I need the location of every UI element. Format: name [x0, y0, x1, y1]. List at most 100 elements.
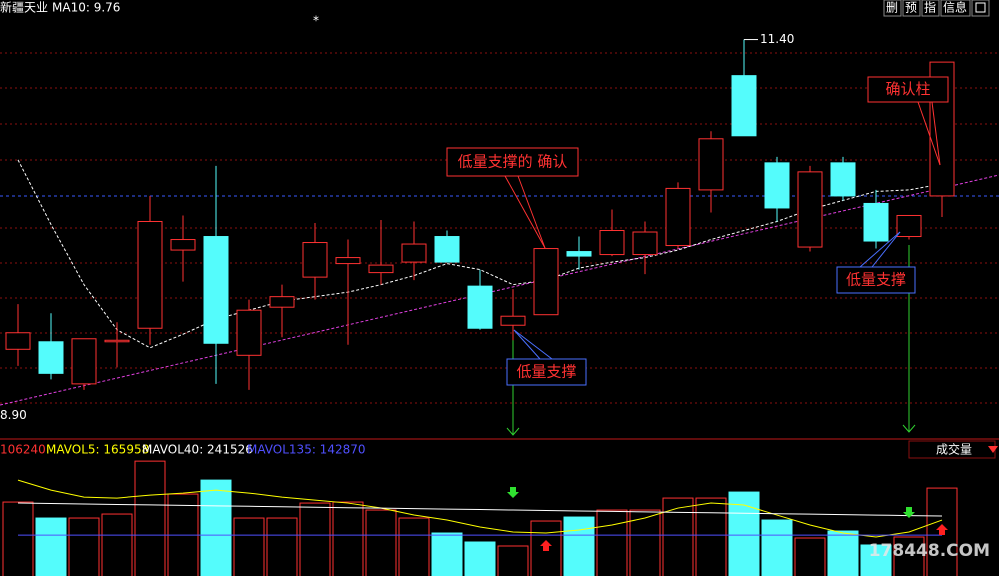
button[interactable]: [883, 0, 902, 17]
volume-bar: [431, 532, 463, 576]
signal-arrow: [507, 487, 519, 498]
volume-bar: [761, 519, 793, 576]
volume-bar: [101, 513, 133, 576]
button-label: 预: [905, 1, 917, 15]
volume-bar: [299, 502, 331, 576]
button-label: 信息: [943, 0, 967, 15]
low-label: 8.90: [0, 408, 27, 422]
button-label: 删: [886, 1, 898, 15]
callout-pointer: [931, 101, 941, 166]
button[interactable]: [902, 0, 921, 17]
volume-bar: [497, 545, 529, 576]
callout-text: 低量支撑: [516, 363, 576, 381]
volume-bar: [134, 460, 166, 576]
callout-pointer: [513, 329, 553, 360]
button-label: 指: [924, 0, 936, 15]
trend-line: [0, 174, 999, 406]
candle-body: [500, 315, 526, 326]
callout-text: 低量支撑的 确认: [458, 153, 568, 171]
grid: [0, 52, 999, 404]
candle-body: [632, 231, 658, 256]
volume-bar: [365, 509, 397, 576]
callout-text: 确认柱: [885, 80, 930, 98]
volume-bar: [200, 479, 232, 576]
candle-body: [203, 236, 229, 344]
candle-body: [71, 338, 97, 385]
volume-bar: [596, 509, 628, 576]
volume-bar: [563, 516, 595, 576]
candle-body: [830, 162, 856, 197]
volume-bar: [398, 517, 430, 576]
candle-body: [467, 285, 493, 329]
candle-body: [566, 251, 592, 257]
callout-text: 低量支撑: [846, 271, 906, 289]
candle-body: [5, 332, 31, 350]
candle-body: [665, 187, 691, 247]
candle-body: [401, 243, 427, 263]
candle-body: [104, 339, 130, 343]
candle-body: [434, 236, 460, 263]
candle-body: [533, 248, 559, 316]
signal-arrow: [540, 540, 552, 551]
star: *: [313, 14, 319, 28]
signal-arrow: [903, 507, 915, 518]
legend-entry: MAVOL40: 241526: [142, 443, 253, 457]
candle-body: [368, 264, 394, 274]
volume-bar: [794, 537, 826, 576]
callout-pointer: [517, 175, 546, 249]
watermark: 178448.COM: [869, 541, 990, 561]
callout-pointer: [871, 231, 901, 268]
high-label: 11.40: [760, 32, 794, 46]
candle-body: [599, 230, 625, 256]
window-icon: [975, 2, 986, 13]
callout-box: [446, 147, 579, 177]
callout-pointer: [917, 101, 941, 166]
candle-body: [764, 162, 790, 209]
dropdown-icon: [988, 446, 998, 453]
stock-name: 新疆天业: [0, 0, 48, 15]
candle-body: [38, 341, 64, 374]
ma10-label: MA10: 9.76: [52, 1, 120, 15]
candle-body: [797, 171, 823, 248]
legend-entry: MAVOL5: 165958: [46, 443, 149, 457]
candle-body: [335, 257, 361, 265]
volume-bar: [464, 541, 496, 576]
mavol-line: [17, 502, 943, 517]
candle-body: [302, 242, 328, 278]
callout-pointer: [513, 329, 541, 360]
candle-body: [698, 138, 724, 191]
volume-bar: [695, 497, 727, 576]
candle-body: [170, 239, 196, 251]
signal-arrow: [936, 524, 948, 535]
volume-bar: [893, 536, 925, 576]
candle-body: [731, 75, 757, 137]
arrow-head: [902, 424, 916, 433]
volume-bar: [629, 509, 661, 576]
button[interactable]: [921, 0, 940, 17]
volume-bar: [68, 517, 100, 576]
volume-bar: [827, 530, 859, 576]
candle-body: [236, 309, 262, 356]
volume-bar: [2, 501, 34, 576]
callout-pointer: [859, 231, 901, 268]
volume-title: 成交量: [936, 442, 972, 457]
button[interactable]: [940, 0, 971, 17]
callout-box: [867, 76, 949, 103]
volume-bar: [662, 497, 694, 576]
candle-body: [863, 202, 889, 242]
toolbar: 删 预 指 信息: [883, 0, 990, 17]
volume-label: 106240: [0, 443, 46, 457]
callout-box: [836, 266, 916, 294]
candle-body: [137, 220, 163, 329]
volume-bar: [266, 517, 298, 576]
callout-box: [506, 358, 587, 386]
button[interactable]: [971, 0, 990, 17]
candle-body: [896, 214, 922, 238]
volume-bar: [35, 517, 67, 576]
candle-body: [269, 296, 295, 308]
volume-bar: [233, 517, 265, 576]
volume-bar: [860, 544, 892, 576]
